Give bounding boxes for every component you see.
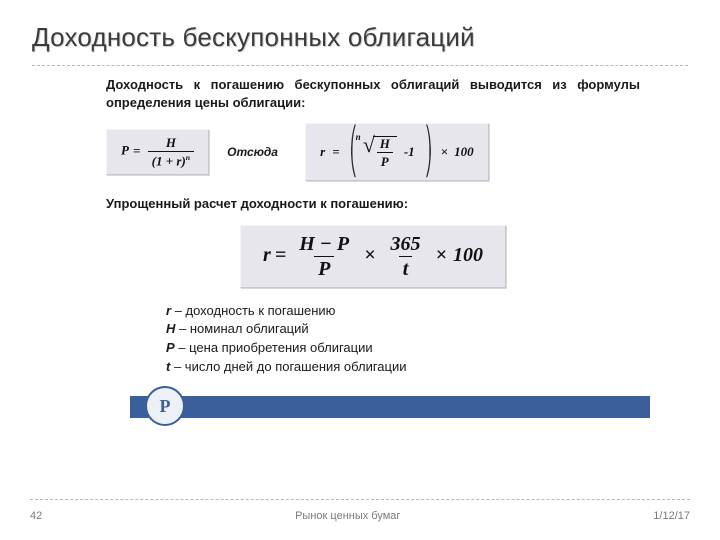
footer: 42 Рынок ценных бумаг 1/12/17 (0, 510, 720, 522)
logo-icon: Р (145, 386, 185, 426)
footer-date: 1/12/17 (653, 510, 690, 522)
sub2-paragraph: Упрощенный расчет доходности к погашению… (106, 195, 640, 213)
formula-price: P= H (1 + r)n (106, 129, 209, 174)
intro-paragraph: Доходность к погашению бескупонных облиг… (106, 76, 640, 111)
legend: r – доходность к погашению H – номинал о… (166, 302, 640, 377)
formula-row-1: P= H (1 + r)n Отсюда r= ⎛⎝ n √ H (106, 123, 640, 181)
decor-bar (130, 396, 650, 418)
page-number: 42 (30, 510, 42, 522)
formula-simple-yield: r= H − P P × 365 t ×100 (240, 225, 506, 288)
footer-divider (30, 499, 690, 500)
hence-label: Отсюда (227, 145, 287, 159)
f1-lhs: P (121, 143, 129, 158)
formula-yield-root: r= ⎛⎝ n √ H P -1 ⎞⎠ ×100 (305, 123, 488, 181)
page-title: Доходность бескупонных облигаций (32, 22, 688, 53)
f1-num: H (162, 136, 180, 151)
content-area: Доходность к погашению бескупонных облиг… (0, 66, 720, 377)
footer-center: Рынок ценных бумаг (295, 510, 400, 522)
f2-lhs: r (320, 144, 325, 160)
